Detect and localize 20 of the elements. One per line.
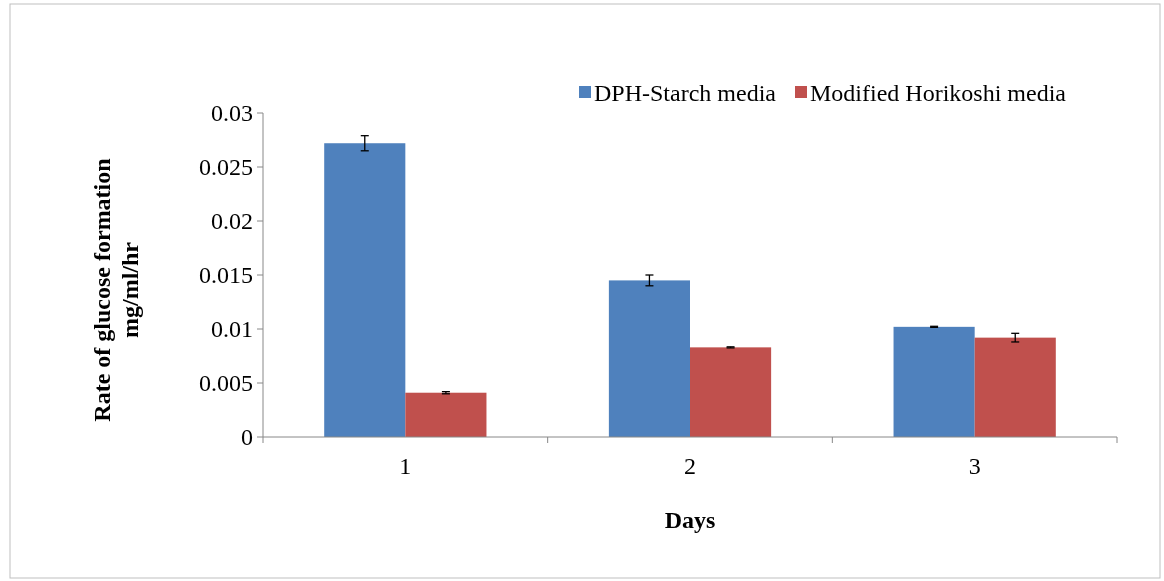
bar [893, 326, 975, 437]
x-tick-label: 2 [684, 453, 696, 479]
x-tick-label: 3 [968, 453, 981, 479]
x-axis-title: Days [664, 507, 716, 533]
bar [324, 143, 406, 437]
y-tick-label: 0 [241, 424, 253, 451]
bar [690, 347, 772, 437]
y-tick-label: 0.01 [211, 316, 253, 343]
legend-label: Modified Horikoshi media [810, 80, 1067, 107]
y-axis-title: Rate of glucose formation mg/ml/hr [89, 158, 143, 422]
legend-label: DPH-Starch media [594, 80, 777, 107]
bar [974, 337, 1056, 437]
x-tick-label: 1 [399, 453, 412, 479]
y-tick-label: 0.025 [199, 154, 253, 181]
bar [405, 392, 487, 437]
y-tick-label: 0.03 [211, 100, 253, 127]
y-tick-label: 0.015 [199, 262, 253, 289]
y-tick-label: 0.005 [199, 370, 253, 397]
y-tick-label: 0.02 [211, 208, 253, 235]
bar [608, 280, 690, 437]
